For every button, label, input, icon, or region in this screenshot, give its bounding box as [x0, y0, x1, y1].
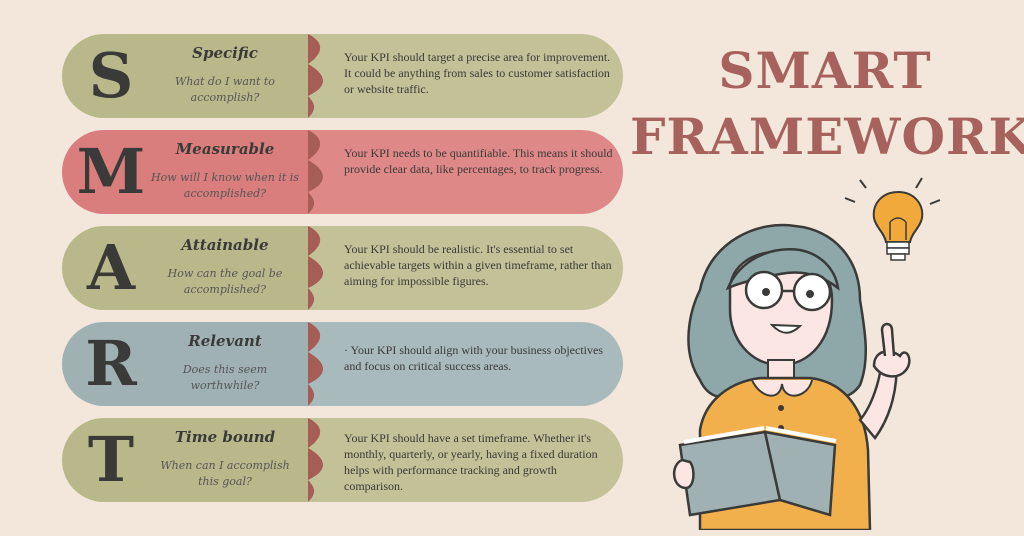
- row-question: When can I accomplish this goal?: [160, 459, 290, 488]
- row-description: · Your KPI should align with your busine…: [344, 343, 603, 373]
- letter-r: R: [85, 327, 137, 400]
- row-description: Your KPI needs to be quantifiable. This …: [344, 146, 613, 176]
- notch-shape: [308, 34, 324, 118]
- row-right-panel: [308, 130, 623, 214]
- letter-m: M: [76, 135, 146, 208]
- smart-row-attainable: A Attainable How can the goal be accompl…: [62, 226, 623, 310]
- row-left-panel: [62, 130, 308, 214]
- row-right-panel: [308, 418, 623, 502]
- row-question: How will I know when it is accomplished?: [151, 171, 299, 200]
- row-question: What do I want to accomplish?: [175, 75, 275, 104]
- row-description: Your KPI should target a precise area fo…: [344, 50, 611, 96]
- notch-shape: [308, 322, 324, 406]
- row-left-panel: [62, 322, 308, 406]
- row-description: Your KPI should be realistic. It's essen…: [344, 242, 612, 288]
- row-right-panel: [308, 226, 623, 310]
- row-question: How can the goal be accomplished?: [167, 267, 283, 296]
- letter-a: A: [86, 231, 136, 304]
- heading-framework: FRAMEWORK: [630, 107, 1024, 166]
- row-title: Attainable: [181, 236, 269, 254]
- letter-s: S: [88, 39, 134, 112]
- row-right-panel: [308, 34, 623, 118]
- row-right-panel: [308, 322, 623, 406]
- smart-row-relevant: R Relevant Does this seem worthwhile? · …: [62, 322, 623, 406]
- lightbulb-icon: [844, 177, 941, 261]
- notch-shape: [308, 226, 324, 310]
- notch-shape: [308, 130, 324, 214]
- letter-t: T: [87, 423, 135, 496]
- smart-row-time-bound: T Time bound When can I accomplish this …: [62, 418, 623, 502]
- smart-row-measurable: M Measurable How will I know when it is …: [62, 130, 623, 214]
- row-title: Relevant: [188, 332, 262, 350]
- smart-row-specific: S Specific What do I want to accomplish?…: [62, 34, 623, 118]
- row-description: Your KPI should have a set timeframe. Wh…: [344, 431, 598, 493]
- row-left-panel: [62, 418, 308, 502]
- notch-shape: [308, 418, 324, 502]
- row-title: Specific: [192, 44, 258, 62]
- row-question: Does this seem worthwhile?: [182, 363, 268, 392]
- row-title: Time bound: [174, 428, 276, 446]
- heading-smart: SMART: [718, 41, 932, 100]
- woman-reading-book-illustration: [673, 177, 941, 530]
- row-title: Measurable: [175, 140, 275, 158]
- row-left-panel: [62, 226, 308, 310]
- row-left-panel: [62, 34, 308, 118]
